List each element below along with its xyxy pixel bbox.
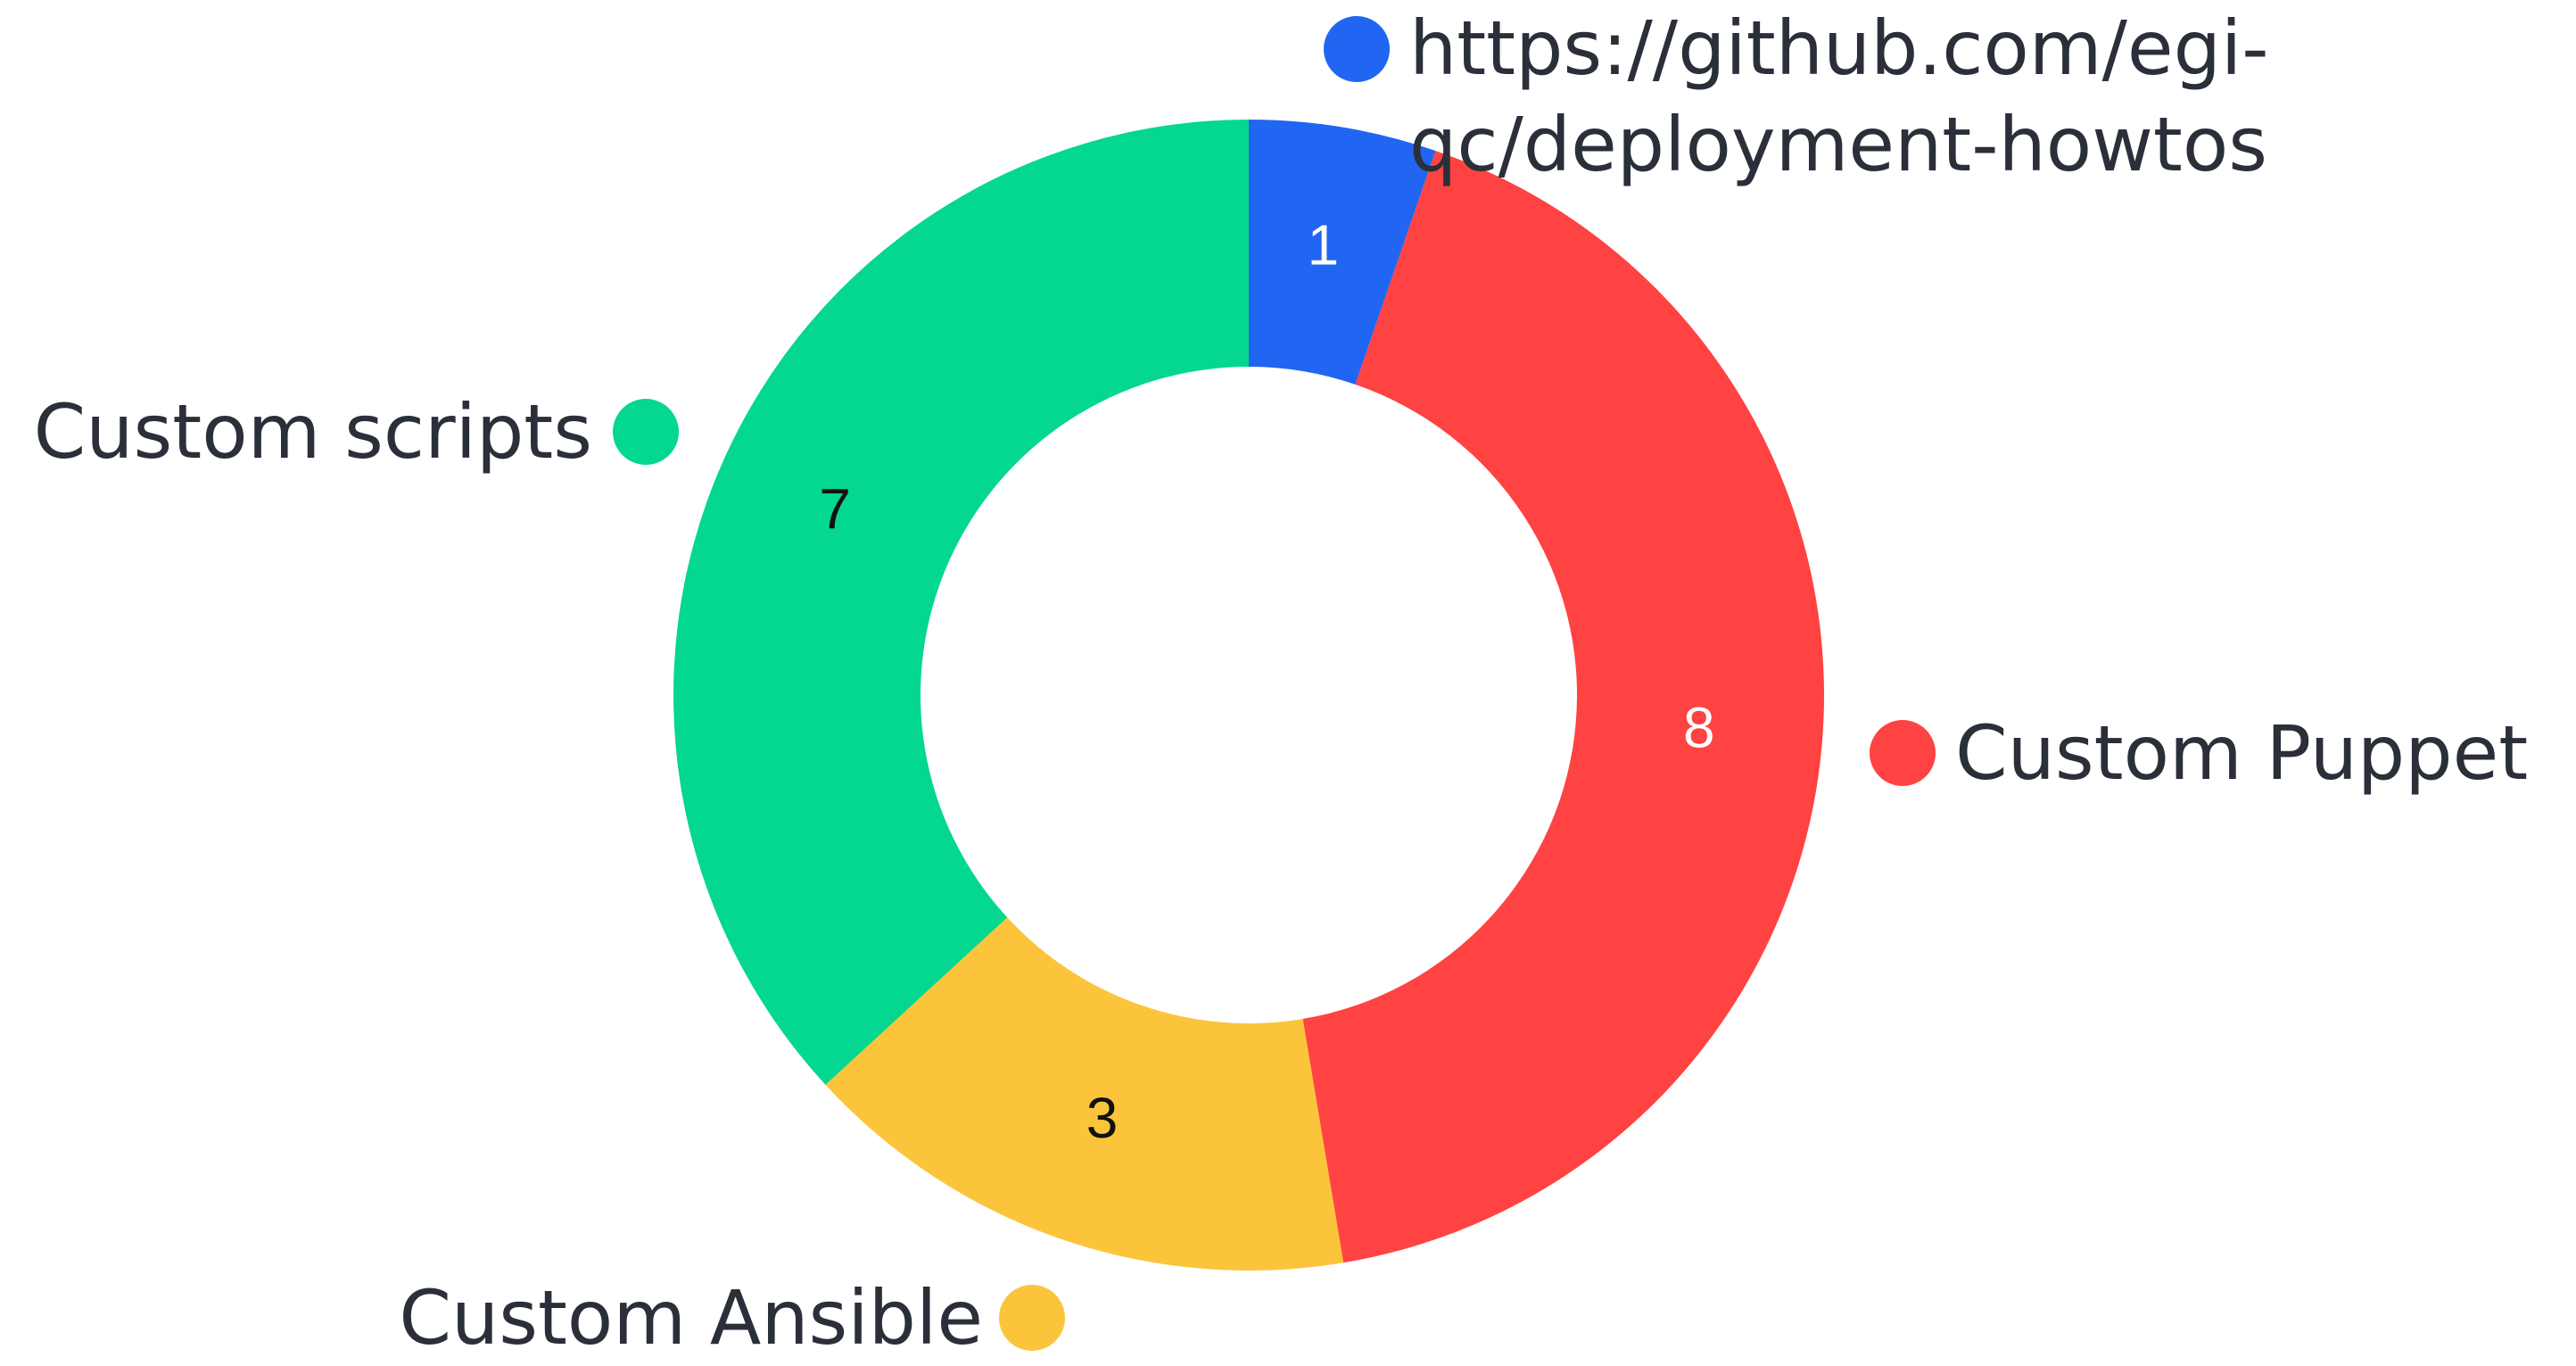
legend-dot [999,1285,1065,1351]
donut-segment [673,120,1249,1085]
value-label: 7 [819,476,851,541]
legend-dot [1324,16,1390,82]
value-label: 8 [1683,696,1715,760]
category-label: https://github.com/egi-qc/deployment-how… [1409,4,2269,188]
value-label: 3 [1086,1086,1119,1150]
donut-segment [1249,120,1436,385]
donut-segment [1302,150,1824,1263]
value-label: 1 [1308,212,1340,277]
category-label: Custom scripts [33,388,592,476]
category-label: Custom Puppet [1955,709,2529,797]
legend-dot [1870,720,1936,786]
legend-dot [613,399,679,465]
category-label: Custom Ansible [399,1274,983,1362]
donut-segment [825,917,1344,1271]
